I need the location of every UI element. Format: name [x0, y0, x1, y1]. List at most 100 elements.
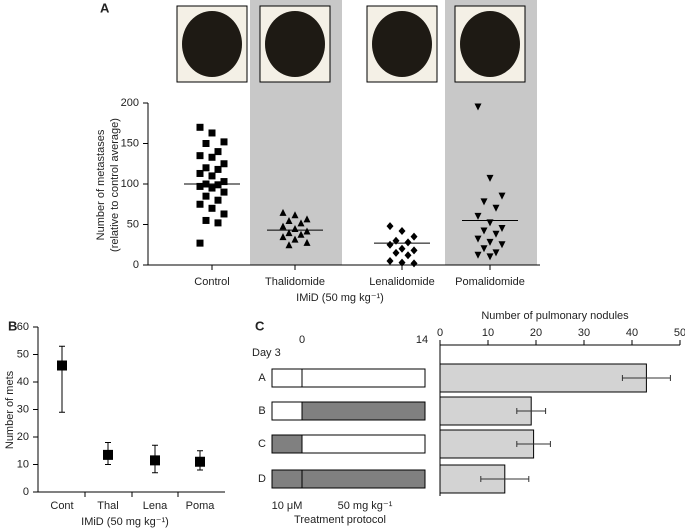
data-point — [220, 160, 228, 168]
y-axis-label: Number of metastases — [95, 129, 107, 240]
x-tick-label: 10 — [482, 327, 494, 339]
data-point — [291, 235, 299, 243]
data-point — [196, 182, 204, 190]
data-point — [57, 360, 67, 371]
data-point — [398, 244, 406, 253]
lung-image — [460, 11, 520, 77]
data-point — [474, 103, 482, 111]
y-axis-label: (relative to control average) — [109, 118, 121, 252]
data-point — [303, 238, 311, 246]
x-tick-label: Thal — [97, 500, 118, 512]
data-point — [492, 204, 500, 212]
data-point — [220, 210, 228, 218]
post-treatment — [301, 401, 426, 421]
data-point — [279, 222, 287, 230]
y-axis-label: Number of mets — [4, 370, 16, 449]
lung-image — [182, 11, 242, 77]
data-point — [291, 211, 299, 219]
data-point — [196, 123, 204, 131]
x-tick-label: Lenalidomide — [369, 276, 434, 288]
pre-treatment — [271, 469, 303, 489]
data-point — [196, 239, 204, 247]
data-point — [486, 253, 494, 261]
data-point — [214, 181, 222, 189]
y-tick-label: 0 — [133, 259, 139, 271]
post-treatment — [301, 368, 426, 388]
data-point — [297, 230, 305, 238]
pre-treatment — [271, 434, 303, 454]
y-tick-label: 40 — [17, 376, 29, 388]
y-tick-label: 20 — [17, 431, 29, 443]
data-point — [208, 184, 216, 192]
pre-treatment — [271, 401, 303, 421]
data-point — [386, 256, 394, 265]
x-tick-label: Poma — [186, 500, 216, 512]
y-tick-label: 60 — [17, 321, 29, 333]
x-tick-label: 0 — [437, 327, 443, 339]
data-point — [150, 455, 160, 466]
data-point — [279, 233, 287, 241]
data-point — [297, 219, 305, 227]
data-point — [214, 219, 222, 227]
data-point — [410, 246, 418, 255]
row-label: A — [258, 372, 266, 384]
y-tick-label: 200 — [121, 97, 139, 109]
data-point — [480, 198, 488, 206]
data-point — [410, 232, 418, 241]
y-tick-label: 150 — [121, 137, 139, 149]
data-point — [498, 225, 506, 233]
data-point — [285, 229, 293, 237]
data-point — [404, 238, 412, 247]
protocol-end: 14 — [416, 334, 428, 346]
row-label: D — [258, 473, 266, 485]
pre-treatment — [271, 368, 303, 388]
data-point — [404, 251, 412, 260]
data-point — [214, 165, 222, 173]
x-axis-label: IMiD (50 mg kg⁻¹) — [296, 292, 384, 304]
x-tick-label: 20 — [530, 327, 542, 339]
x-tick-label: Cont — [50, 500, 73, 512]
data-point — [474, 235, 482, 243]
data-point — [492, 230, 500, 238]
data-point — [220, 178, 228, 186]
data-point — [208, 153, 216, 161]
data-point — [285, 216, 293, 224]
data-point — [103, 449, 113, 460]
data-point — [492, 249, 500, 257]
data-point — [208, 204, 216, 212]
data-point — [398, 226, 406, 235]
data-point — [386, 222, 394, 231]
data-point — [195, 456, 205, 467]
x-tick-label: Thalidomide — [265, 276, 325, 288]
x-tick-label: Lena — [143, 500, 168, 512]
y-tick-label: 50 — [127, 218, 139, 230]
x-axis-label: Number of pulmonary nodules — [481, 310, 629, 322]
protocol-start: 0 — [299, 334, 305, 346]
protocol-day: Day 3 — [252, 347, 281, 359]
data-point — [398, 258, 406, 267]
data-point — [202, 164, 210, 172]
bar — [439, 363, 647, 393]
data-point — [196, 200, 204, 208]
data-point — [202, 140, 210, 147]
y-tick-label: 10 — [17, 458, 29, 470]
data-point — [498, 241, 506, 249]
y-tick-label: 0 — [23, 486, 29, 498]
data-point — [486, 219, 494, 227]
data-point — [220, 138, 228, 146]
data-point — [386, 240, 394, 249]
data-point — [208, 172, 216, 180]
data-point — [202, 192, 210, 200]
protocol-title: Treatment protocol — [294, 514, 386, 526]
data-point — [279, 208, 287, 216]
data-point — [196, 169, 204, 177]
data-point — [480, 227, 488, 235]
bar — [439, 464, 506, 494]
data-point — [486, 174, 494, 182]
x-tick-label: 40 — [626, 327, 638, 339]
data-point — [303, 215, 311, 223]
data-point — [196, 152, 204, 160]
data-point — [214, 148, 222, 156]
lung-image — [265, 11, 325, 77]
